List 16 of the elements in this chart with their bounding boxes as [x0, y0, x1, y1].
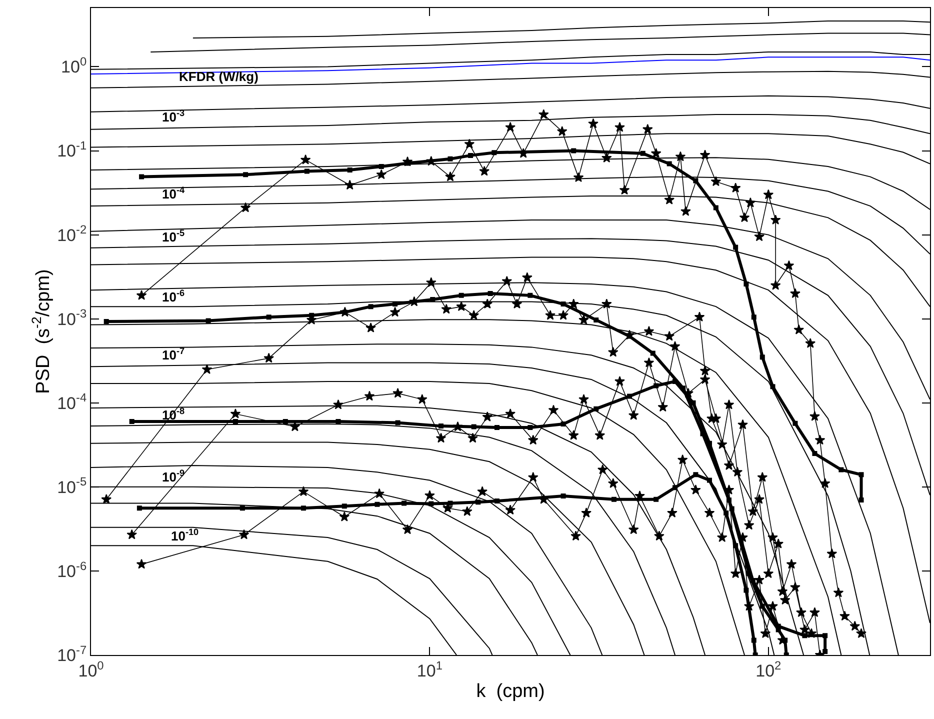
annotation: 10$^{-5}$ [162, 228, 185, 244]
annotation: 10$^{-9}$ [162, 468, 185, 484]
x-axis-title: k (cpm) [476, 681, 545, 702]
y-tick-label: 10$^{-2}$ [57, 222, 87, 245]
x-tick-label: 10$^{1}$ [416, 658, 443, 680]
y-tick-label: 10$^{-1}$ [57, 138, 87, 161]
y-tick-label: 10$^{-4}$ [57, 390, 87, 413]
annotation: 10$^{-6}$ [162, 288, 185, 304]
annotation: 10$^{-10}$ [171, 527, 199, 544]
y-tick-label: 10$^{-3}$ [57, 306, 87, 329]
y-tick-label: 10$^{-6}$ [57, 558, 87, 581]
annotation: 10$^{-7}$ [162, 346, 185, 362]
x-tick-label: 10$^{2}$ [756, 658, 782, 680]
y-tick-label: 10$^{-5}$ [57, 474, 87, 497]
y-tick-label: 10$^{0}$ [61, 54, 87, 77]
annotation: KFDR (W/kg) [179, 69, 258, 84]
